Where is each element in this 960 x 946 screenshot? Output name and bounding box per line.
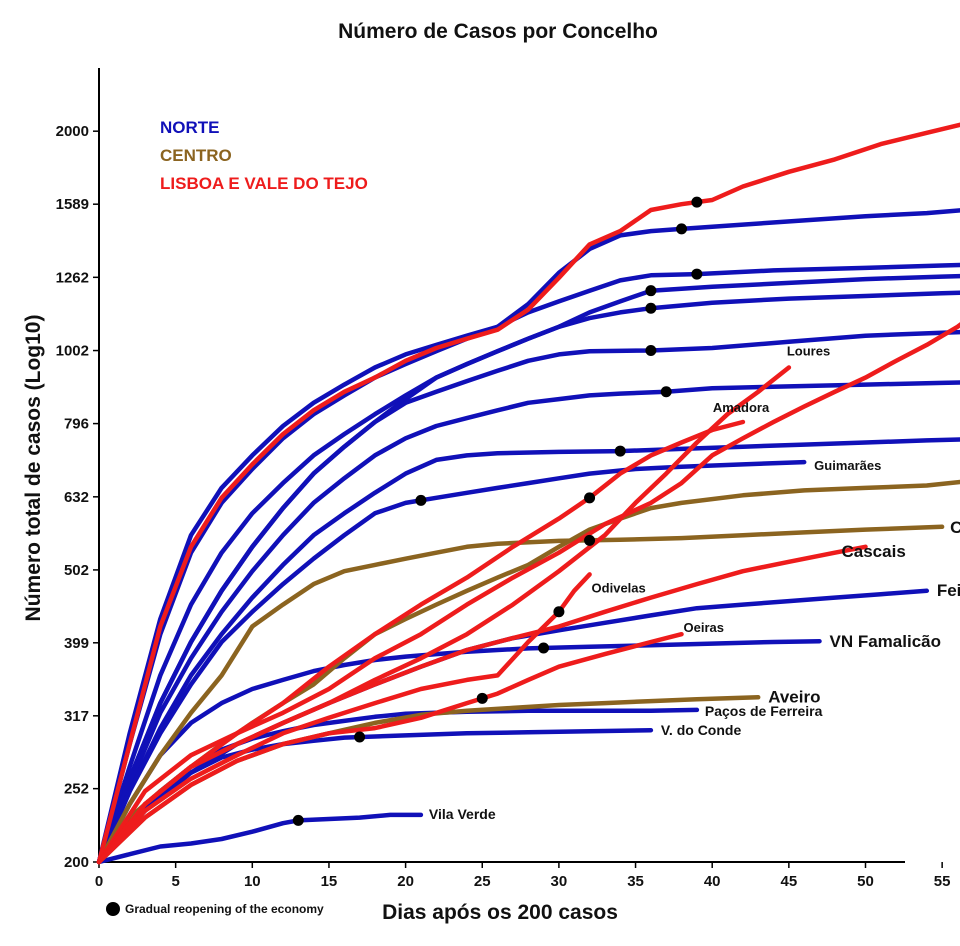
x-tick-label: 50 — [857, 873, 874, 890]
series-label-oeiras: Oeiras — [684, 620, 724, 635]
series-line-braga — [96, 290, 960, 865]
legend-item-centro: CENTRO — [160, 146, 232, 165]
y-tick-label: 1262 — [56, 269, 89, 286]
series-labels: LisboaGaiaPortoMatosinhosBragaGondomarSi… — [429, 343, 960, 822]
reopening-marker — [691, 196, 703, 208]
series-label-v-do-conde: V. do Conde — [661, 722, 742, 738]
series-label-odivelas: Odivelas — [592, 580, 646, 595]
reopening-marker — [660, 386, 672, 398]
series-line-sintra — [96, 322, 960, 865]
series-line-vila-verde — [96, 812, 424, 865]
marker-note-text: Gradual reopening of the economy — [125, 902, 324, 916]
y-tick-label: 1589 — [56, 196, 89, 213]
series-line-oeiras — [96, 631, 684, 865]
marker-note-dot — [106, 902, 120, 916]
x-tick-label: 0 — [95, 873, 103, 890]
x-tick-label: 40 — [704, 873, 721, 890]
series-label-vila-verde: Vila Verde — [429, 806, 496, 822]
reopening-marker — [691, 268, 703, 280]
x-tick-label: 30 — [551, 873, 568, 890]
x-tick-label: 35 — [627, 873, 644, 890]
series-line-cascais — [96, 544, 868, 865]
series-label-guimaraes: Guimarães — [814, 458, 881, 473]
series-label-vn-famalicao: VN Famalicão — [830, 632, 942, 651]
series-line-lisboa — [96, 122, 960, 865]
y-axis-label: Número total de casos (Log10) — [22, 315, 45, 622]
y-tick-label: 2000 — [56, 123, 89, 140]
legend: NORTE CENTRO LISBOA E VALE DO TEJO — [160, 118, 368, 193]
reopening-marker — [584, 492, 596, 504]
marker-note: Gradual reopening of the economy — [106, 902, 324, 916]
reopening-marker — [553, 606, 565, 618]
x-tick-label: 20 — [397, 873, 414, 890]
reopening-marker — [676, 223, 688, 235]
reopening-marker — [614, 445, 626, 457]
reopening-marker — [476, 692, 488, 704]
reopening-marker — [645, 345, 657, 357]
y-tick-label: 1002 — [56, 343, 89, 360]
reopening-marker — [415, 494, 427, 506]
series-line-gondomar — [96, 329, 960, 865]
x-tick-label: 5 — [171, 873, 179, 890]
series-label-amadora: Amadora — [713, 400, 770, 415]
series-line-guimaraes — [96, 459, 807, 865]
x-tick-label: 25 — [474, 873, 491, 890]
series-line-coimbra — [96, 524, 945, 865]
series-label-feira: Feira — [937, 581, 960, 600]
y-tick-label: 200 — [64, 854, 89, 871]
reopening-marker — [354, 731, 366, 743]
series-line-amadora — [96, 419, 746, 865]
x-tick-label: 15 — [321, 873, 338, 890]
series-line-odivelas — [96, 572, 592, 865]
y-tick-label: 317 — [64, 708, 89, 725]
reopening-marker — [292, 814, 304, 826]
reopening-marker — [584, 534, 596, 546]
series-label-coimbra: Coimbra — [950, 518, 960, 537]
reopening-marker — [645, 285, 657, 297]
legend-item-lisboa-e-vale-do-tejo: LISBOA E VALE DO TEJO — [160, 174, 368, 193]
y-tick-label: 502 — [64, 562, 89, 579]
reopening-marker — [645, 302, 657, 314]
legend-item-norte: NORTE — [160, 118, 220, 137]
y-tick-label: 252 — [64, 781, 89, 798]
series-label-cascais: Cascais — [842, 542, 906, 561]
x-tick-label: 45 — [781, 873, 798, 890]
reopening-markers — [292, 196, 703, 826]
series-line-vn-famalicao — [96, 638, 822, 865]
x-tick-label: 10 — [244, 873, 261, 890]
chart-title: Número de Casos por Concelho — [338, 20, 658, 43]
y-tick-label: 796 — [64, 416, 89, 433]
y-tick-label: 632 — [64, 489, 89, 506]
series-label-loures: Loures — [787, 343, 830, 358]
series-lines — [96, 122, 960, 865]
x-axis-label: Dias após os 200 casos — [382, 901, 618, 924]
x-tick-label: 55 — [934, 873, 951, 890]
axes: 0510152025303540455055606520025231739950… — [56, 68, 951, 890]
series-line-maia — [96, 380, 960, 865]
series-label-pacos-de-ferreira: Paços de Ferreira — [705, 703, 823, 719]
reopening-marker — [538, 642, 550, 654]
series-label-aveiro: Aveiro — [768, 687, 820, 706]
series-line-valongo — [96, 437, 960, 865]
y-tick-label: 399 — [64, 635, 89, 652]
